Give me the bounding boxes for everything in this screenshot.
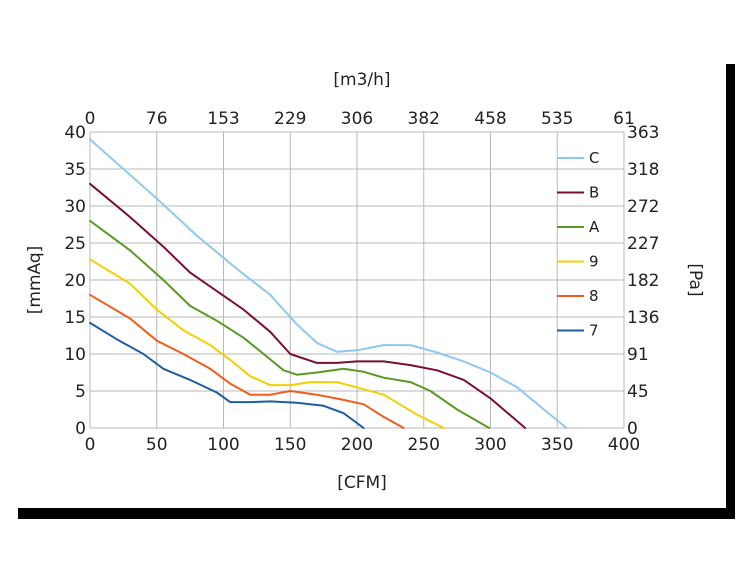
x2-tick-label: 306 [341,109,373,129]
y2-tick-label: 318 [627,160,659,180]
frame-shadow-bottom [18,508,735,519]
x-tick-label: 150 [274,435,306,455]
y-tick-label: 20 [64,271,86,291]
x-tick-label: 350 [541,435,573,455]
series-line-7 [89,321,365,429]
y-tick-label: 5 [75,382,86,402]
grid [89,131,625,429]
frame-shadow-right [726,64,735,519]
x2-tick-label: 0 [85,109,96,129]
series-line-b [89,182,527,429]
series-line-9 [89,258,445,429]
legend-label-c: C [589,149,599,167]
legend-label-a: A [589,218,600,236]
x2-tick-label: 153 [207,109,239,129]
x2-tick-label: 458 [474,109,506,129]
y2-tick-label: 182 [627,271,659,291]
x2-tick-label: 535 [541,109,573,129]
y2-tick-label: 45 [627,382,649,402]
legend-label-b: B [589,184,599,202]
legend-label-8: 8 [589,287,599,305]
y-axis-title: [mmAq] [25,246,45,315]
y2-tick-label: 91 [627,345,649,365]
legend-label-9: 9 [589,253,599,271]
legend: CBA 9 8 7 [557,149,600,340]
x-axis-title: [CFM] [337,473,387,493]
y-tick-label: 15 [64,308,86,328]
x2-tick-label: 382 [408,109,440,129]
x2-axis-title: [m3/h] [333,70,390,90]
y2-tick-label: 227 [627,234,659,254]
x-tick-label: 250 [408,435,440,455]
y2-tick-label: 363 [627,123,659,143]
x-tick-label: 200 [341,435,373,455]
x2-tick-label: 76 [146,109,168,129]
series-lines [89,138,568,429]
y2-axis-title: [Pa] [685,263,705,296]
series-line-c [89,138,568,429]
x-tick-label: 50 [146,435,168,455]
y-tick-label: 25 [64,234,86,254]
y-tick-label: 0 [75,419,86,439]
y-tick-label: 40 [64,123,86,143]
y-tick-label: 10 [64,345,86,365]
y2-tick-label: 272 [627,197,659,217]
x-tick-label: 400 [608,435,640,455]
series-line-8 [89,293,405,429]
x-tick-label: 0 [85,435,96,455]
x-tick-label: 100 [207,435,239,455]
series-line-a [89,219,491,429]
y-tick-label: 35 [64,160,86,180]
y2-tick-label: 0 [627,419,638,439]
legend-label-7: 7 [589,322,599,340]
x2-tick-label: 229 [274,109,306,129]
x2-tick-label: 61 [613,109,635,129]
y-tick-label: 30 [64,197,86,217]
x-tick-label: 300 [474,435,506,455]
y2-tick-label: 136 [627,308,659,328]
